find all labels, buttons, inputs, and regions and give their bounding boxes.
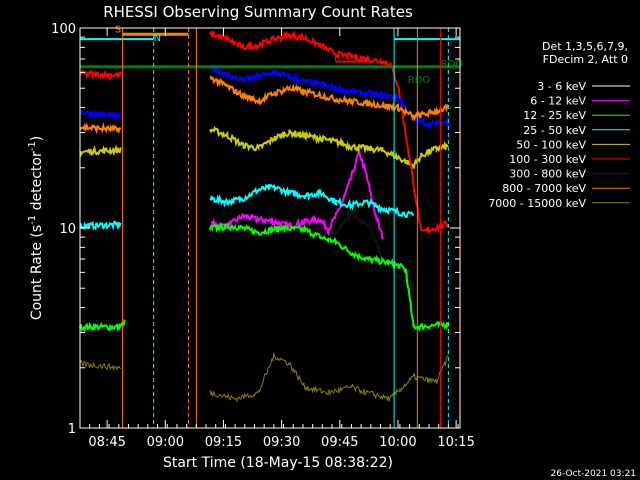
x-tick-label-1: 09:00 bbox=[147, 435, 184, 450]
y-tick-label-2: 100 bbox=[51, 22, 76, 37]
series-line-1 bbox=[210, 148, 384, 240]
x-tick-label-6: 10:15 bbox=[437, 435, 474, 450]
series-line-0 bbox=[303, 209, 415, 292]
series-line-4 bbox=[79, 125, 449, 169]
legend-label-7: 800 - 7000 keV bbox=[502, 182, 586, 195]
legend-label-2: 12 - 25 keV bbox=[523, 109, 586, 122]
legend-header-0: Det 1,3,5,6,7,9, bbox=[542, 40, 628, 53]
x-tick-label-5: 10:00 bbox=[379, 435, 416, 450]
series-line-2 bbox=[79, 222, 450, 334]
chart-title: RHESSI Observing Summary Count Rates bbox=[103, 3, 413, 21]
annotation-0: S bbox=[115, 24, 121, 35]
series-line-8 bbox=[79, 352, 449, 403]
x-tick-label-4: 09:45 bbox=[321, 435, 358, 450]
y-axis-label: Count Rate (s-1 detector-1) bbox=[27, 136, 45, 320]
x-tick-label-2: 09:15 bbox=[205, 435, 242, 450]
legend-label-1: 6 - 12 keV bbox=[530, 95, 586, 108]
legend: Det 1,3,5,6,7,9,FDecim 2, Att 0 3 - 6 keV… bbox=[488, 40, 630, 210]
annotation-1: N bbox=[154, 33, 161, 44]
series-line-7 bbox=[79, 75, 449, 135]
annotation-4: RDO bbox=[408, 75, 431, 86]
legend-label-5: 100 - 300 keV bbox=[509, 153, 586, 166]
timestamp: 26-Oct-2021 03:21 bbox=[551, 469, 636, 479]
plot-marks: S N E RDO RDO bbox=[80, 24, 463, 428]
legend-label-4: 50 - 100 keV bbox=[516, 138, 586, 151]
x-axis-label: Start Time (18-May-15 08:38:22) bbox=[163, 455, 393, 471]
legend-label-8: 7000 - 15000 keV bbox=[488, 197, 586, 210]
series-lines bbox=[79, 29, 450, 403]
y-tick-label-1: 10 bbox=[59, 222, 76, 237]
legend-label-0: 3 - 6 keV bbox=[537, 80, 586, 93]
annotation-2: E bbox=[334, 53, 340, 64]
legend-label-6: 300 - 800 keV bbox=[509, 168, 586, 181]
series-line-5 bbox=[79, 29, 450, 235]
x-tick-label-0: 08:45 bbox=[88, 435, 125, 450]
axis-ticks: 08:45 09:00 09:15 09:30 09:45 10:00 10:15 1 10 10… bbox=[51, 22, 475, 450]
legend-label-3: 25 - 50 keV bbox=[523, 124, 586, 137]
y-tick-label-0: 1 bbox=[68, 422, 76, 437]
series-line-3 bbox=[79, 183, 415, 231]
legend-header-1: FDecim 2, Att 0 bbox=[543, 53, 628, 66]
annotation-3: RDO bbox=[441, 59, 464, 70]
x-tick-label-3: 09:30 bbox=[263, 435, 300, 450]
